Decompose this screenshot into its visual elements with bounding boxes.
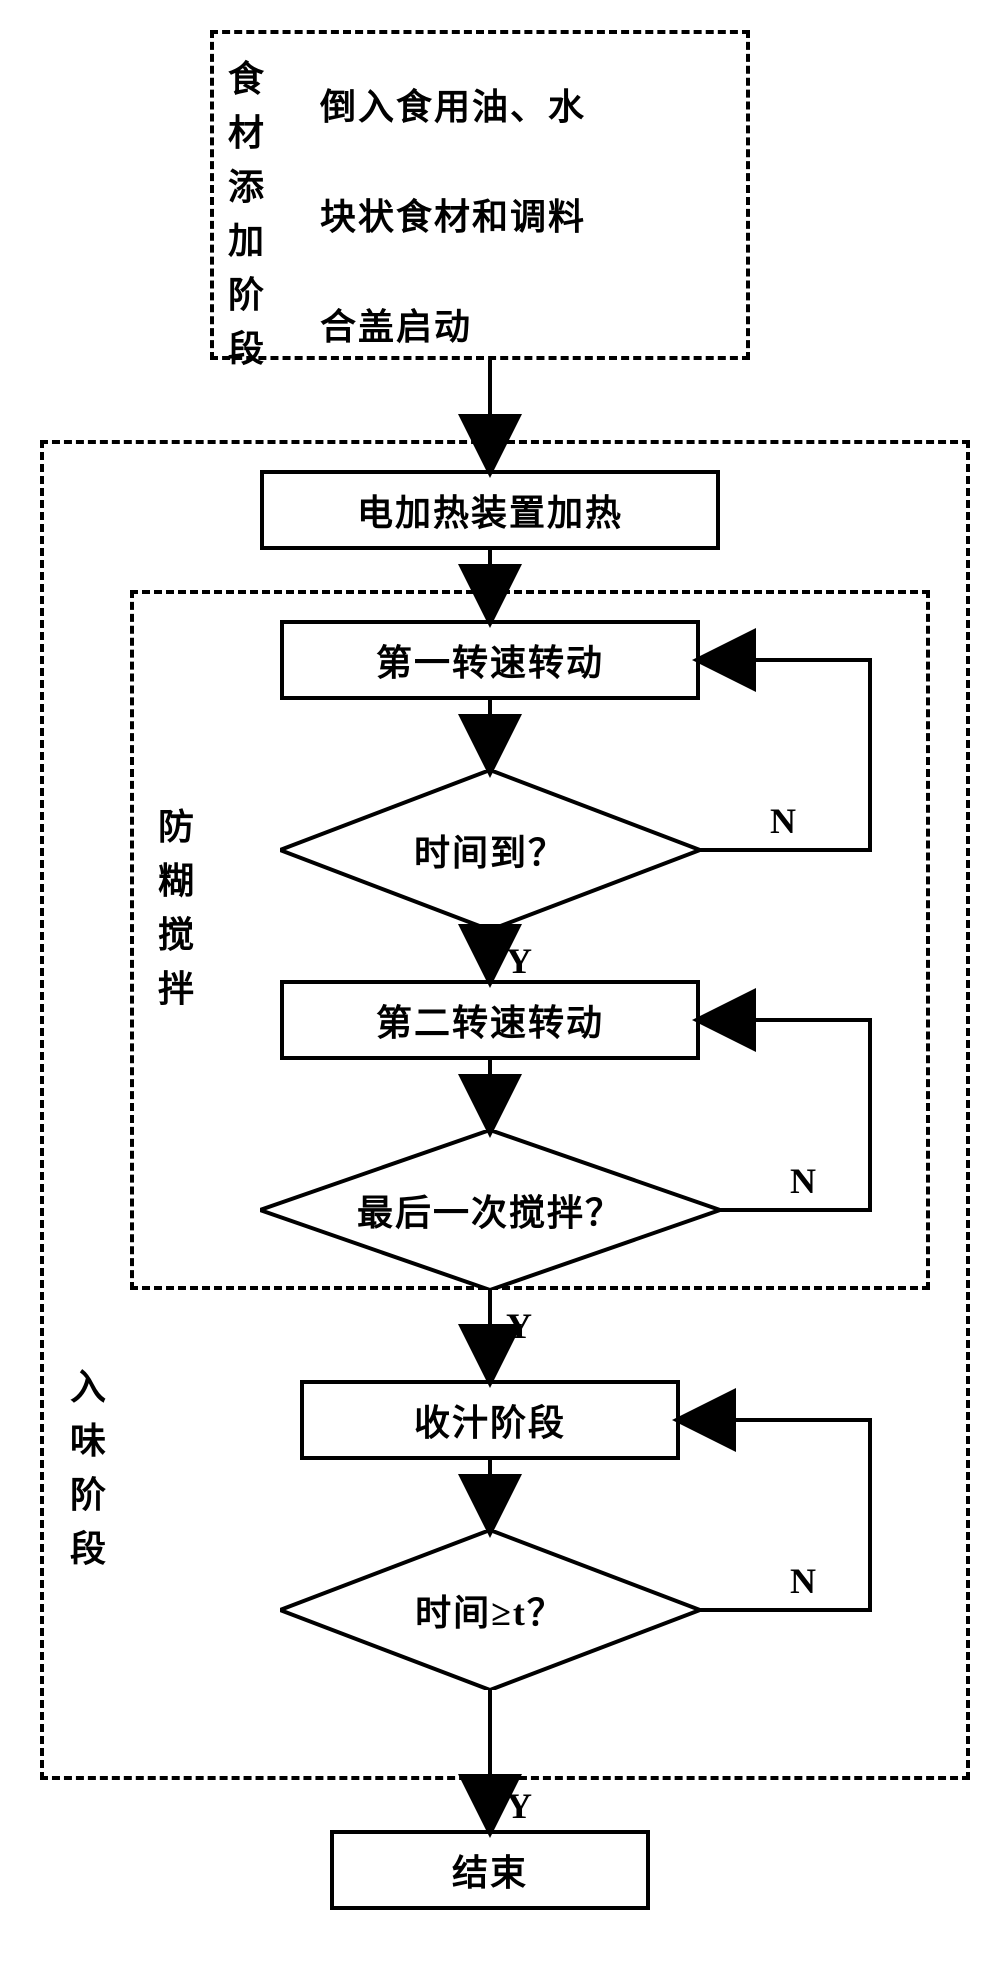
stage1-step: 倒入食用油、水 bbox=[320, 78, 586, 130]
flow-decision-d_t: 时间≥t？ bbox=[280, 1530, 700, 1690]
edge-label: N bbox=[790, 1160, 816, 1202]
stage-label: 入味阶段 bbox=[70, 1360, 106, 1576]
flow-node-reduce: 收汁阶段 bbox=[300, 1380, 680, 1460]
flow-decision-d_time: 时间到？ bbox=[280, 770, 700, 930]
stage1-step: 合盖启动 bbox=[320, 298, 472, 350]
stage-label: 食材添加阶段 bbox=[228, 52, 264, 376]
edge-label: N bbox=[790, 1560, 816, 1602]
edge-label: Y bbox=[506, 940, 532, 982]
edge-label: N bbox=[770, 800, 796, 842]
flow-node-end: 结束 bbox=[330, 1830, 650, 1910]
edge-label: Y bbox=[506, 1305, 532, 1347]
edge-label: Y bbox=[506, 1785, 532, 1827]
flow-node-speed2: 第二转速转动 bbox=[280, 980, 700, 1060]
flow-decision-d_last: 最后一次搅拌？ bbox=[260, 1130, 720, 1290]
flow-node-speed1: 第一转速转动 bbox=[280, 620, 700, 700]
stage1-step: 块状食材和调料 bbox=[320, 188, 586, 240]
flow-node-heat: 电加热装置加热 bbox=[260, 470, 720, 550]
stage-label: 防糊搅拌 bbox=[158, 800, 194, 1016]
